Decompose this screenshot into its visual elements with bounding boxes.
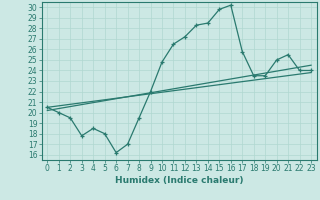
X-axis label: Humidex (Indice chaleur): Humidex (Indice chaleur) — [115, 176, 244, 185]
